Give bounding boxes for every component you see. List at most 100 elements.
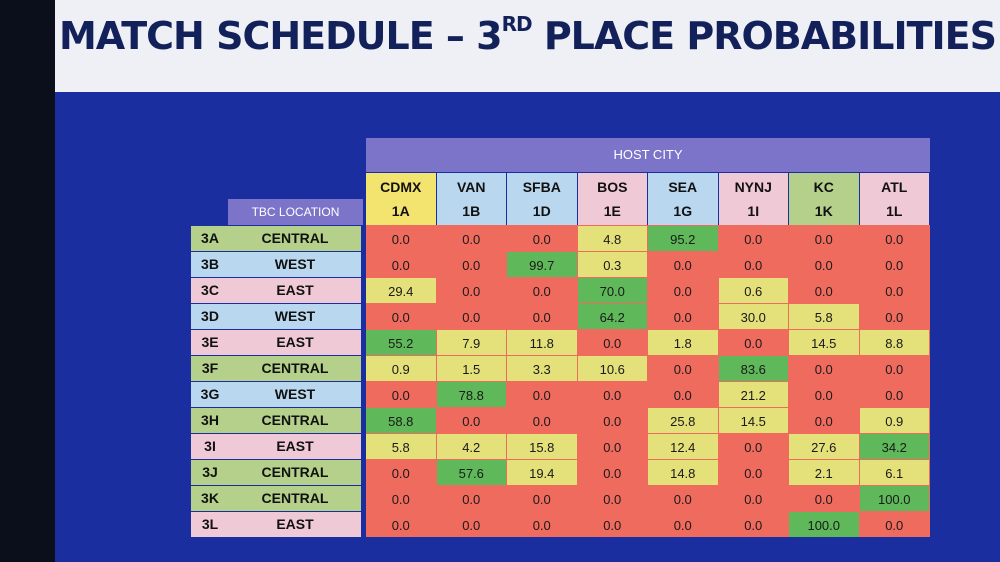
prob-cell: 5.8	[366, 434, 436, 459]
row-label-3h: 3H CENTRAL	[191, 408, 361, 433]
location-region: CENTRAL	[261, 490, 329, 506]
group-code: 3H	[201, 412, 219, 428]
prob-cell: 5.8	[789, 304, 859, 329]
page-title: MATCH SCHEDULE – 3RD PLACE PROBABILITIES	[58, 12, 997, 58]
prob-cell: 0.0	[648, 304, 718, 329]
prob-cell: 6.1	[859, 460, 929, 485]
prob-cell: 0.0	[436, 408, 506, 433]
group-code: 3J	[202, 464, 218, 480]
prob-cell: 100.0	[789, 512, 859, 537]
location-region: EAST	[276, 438, 314, 454]
prob-cell: 0.0	[648, 356, 718, 381]
row-label-3e: 3E EAST	[191, 330, 361, 355]
column-header-atl: ATL 1L	[859, 173, 929, 225]
prob-cell: 0.9	[366, 356, 436, 381]
column-code: 1L	[886, 203, 903, 219]
prob-cell: 0.0	[648, 278, 718, 303]
prob-cell: 0.0	[648, 382, 718, 407]
prob-cell: 8.8	[859, 330, 929, 355]
column-header-bos: BOS 1E	[577, 173, 647, 225]
prob-cell: 0.0	[366, 382, 436, 407]
group-code: 3F	[201, 360, 219, 376]
prob-cell: 0.0	[577, 512, 647, 537]
prob-cell: 3.3	[507, 356, 577, 381]
prob-cell: 0.0	[789, 382, 859, 407]
prob-cell: 0.0	[366, 304, 436, 329]
prob-cell: 100.0	[859, 486, 929, 511]
group-code: 3I	[204, 438, 216, 454]
prob-cell: 30.0	[718, 304, 788, 329]
prob-cell: 14.5	[789, 330, 859, 355]
prob-cell: 0.0	[577, 382, 647, 407]
prob-cell: 0.0	[436, 278, 506, 303]
column-code: 1A	[391, 203, 410, 219]
prob-cell: 58.8	[366, 408, 436, 433]
location-region: EAST	[276, 282, 314, 298]
prob-cell: 0.0	[366, 252, 436, 277]
prob-cell: 0.0	[648, 486, 718, 511]
prob-cell: 0.0	[577, 486, 647, 511]
prob-cell: 0.0	[789, 226, 859, 251]
location-region: WEST	[274, 256, 316, 272]
prob-cell: 0.0	[436, 304, 506, 329]
column-city: SFBA	[522, 179, 561, 195]
group-code: 3B	[201, 256, 219, 272]
group-code: 3D	[201, 308, 219, 324]
column-code: 1D	[532, 203, 551, 219]
prob-cell: 0.0	[366, 226, 436, 251]
location-region: WEST	[274, 386, 316, 402]
row-label-3j: 3J CENTRAL	[191, 460, 361, 485]
prob-cell: 0.0	[507, 304, 577, 329]
column-header-cdmx: CDMX 1A	[366, 173, 436, 225]
column-city: SEA	[668, 179, 698, 195]
column-city: ATL	[881, 179, 908, 195]
prob-cell: 15.8	[507, 434, 577, 459]
prob-cell: 0.0	[718, 226, 788, 251]
location-region: WEST	[274, 308, 316, 324]
probability-grid	[366, 225, 930, 537]
prob-cell: 0.0	[507, 226, 577, 251]
prob-cell: 0.0	[789, 486, 859, 511]
host-city-header: HOST CITY	[366, 138, 930, 172]
row-label-3c: 3C EAST	[191, 278, 361, 303]
prob-cell: 0.0	[436, 252, 506, 277]
column-city: CDMX	[380, 179, 422, 195]
prob-cell: 0.0	[718, 486, 788, 511]
location-region: CENTRAL	[261, 360, 329, 376]
column-city: NYNJ	[734, 179, 772, 195]
row-label-3d: 3D WEST	[191, 304, 361, 329]
prob-cell: 19.4	[507, 460, 577, 485]
prob-cell: 0.0	[718, 252, 788, 277]
prob-cell: 14.8	[648, 460, 718, 485]
prob-cell: 0.3	[577, 252, 647, 277]
prob-cell: 55.2	[366, 330, 436, 355]
prob-cell: 0.0	[789, 356, 859, 381]
group-code: 3E	[201, 334, 219, 350]
location-region: EAST	[276, 516, 314, 532]
column-code: 1G	[673, 203, 693, 219]
prob-cell: 99.7	[507, 252, 577, 277]
prob-cell: 0.0	[718, 512, 788, 537]
location-region: CENTRAL	[261, 412, 329, 428]
prob-cell: 0.0	[859, 356, 929, 381]
prob-cell: 1.8	[648, 330, 718, 355]
prob-cell: 78.8	[436, 382, 506, 407]
column-header-kc: KC 1K	[789, 173, 859, 225]
column-code: 1I	[747, 203, 760, 219]
column-code: 1E	[603, 203, 621, 219]
row-label-3g: 3G WEST	[191, 382, 361, 407]
row-label-3i: 3I EAST	[191, 434, 361, 459]
prob-cell: 0.0	[648, 512, 718, 537]
group-code: 3G	[200, 386, 220, 402]
prob-cell: 0.0	[436, 512, 506, 537]
column-code: 1K	[814, 203, 833, 219]
prob-cell: 0.0	[366, 460, 436, 485]
prob-cell: 0.0	[507, 512, 577, 537]
column-header-sea: SEA 1G	[648, 173, 718, 225]
prob-cell: 0.0	[789, 408, 859, 433]
prob-cell: 1.5	[436, 356, 506, 381]
location-region: CENTRAL	[261, 464, 329, 480]
prob-cell: 27.6	[789, 434, 859, 459]
prob-cell: 0.0	[507, 382, 577, 407]
prob-cell: 83.6	[718, 356, 788, 381]
